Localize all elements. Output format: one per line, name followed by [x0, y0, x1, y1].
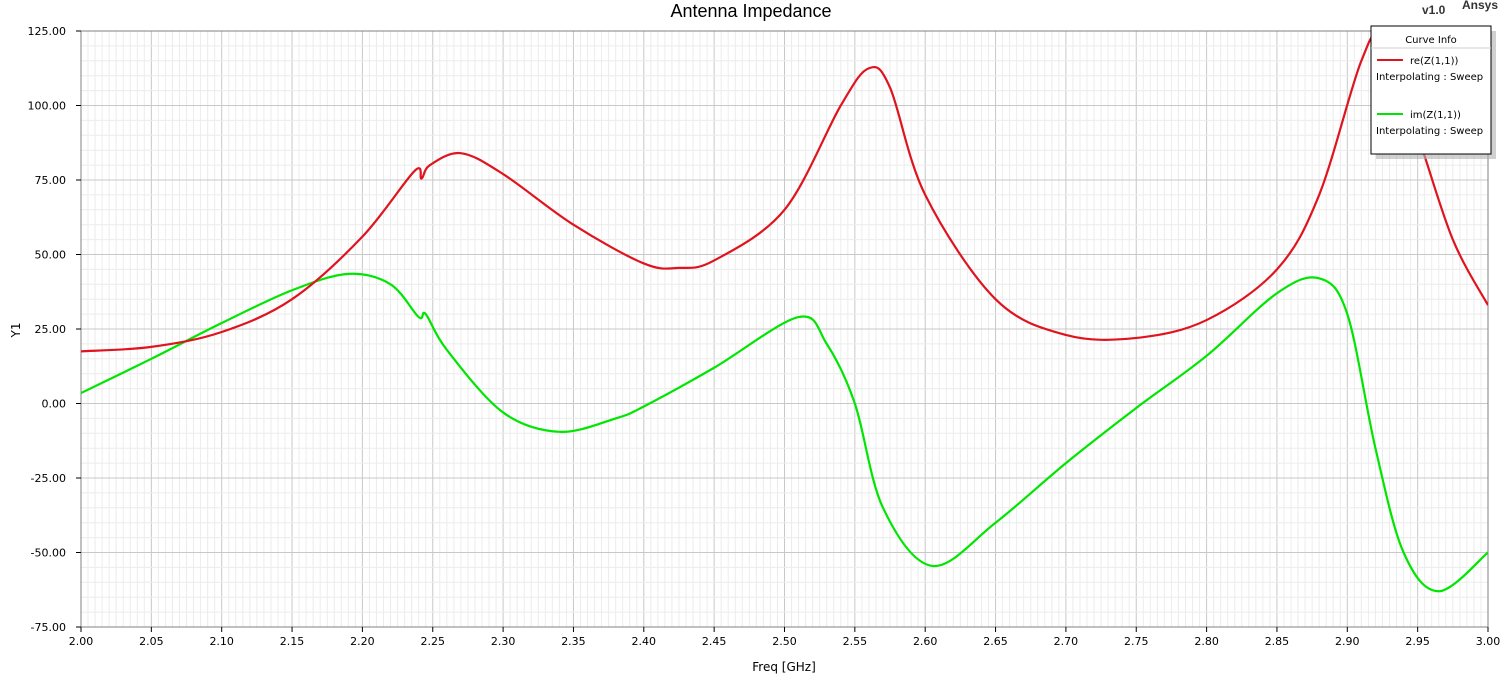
y-tick-label: -75.00: [31, 621, 66, 634]
x-tick-label: 2.20: [350, 635, 375, 648]
x-tick-label: 2.05: [139, 635, 164, 648]
y-tick-label: -25.00: [31, 472, 66, 485]
x-tick-label: 2.95: [1405, 635, 1430, 648]
x-tick-label: 2.60: [913, 635, 938, 648]
legend-entry-re: re(Z(1,1)): [1410, 56, 1459, 67]
y-tick-label: 75.00: [35, 174, 67, 187]
x-tick-label: 2.10: [209, 635, 234, 648]
legend-box: [1370, 25, 1492, 155]
series-line-re-z11: [81, 33, 1488, 353]
legend[interactable]: Curve Info re(Z(1,1)) Interpolating : Sw…: [1370, 25, 1496, 159]
y-tick-label: 50.00: [35, 249, 67, 262]
x-tick-label: 2.40: [632, 635, 657, 648]
x-tick-label: 2.90: [1335, 635, 1360, 648]
series-lines: [81, 33, 1488, 593]
x-tick-label: 2.35: [561, 635, 586, 648]
y-axis-title: Y1: [9, 323, 23, 339]
x-axis-title: Freq [GHz]: [752, 660, 816, 674]
y-tick-label: 0.00: [42, 398, 67, 411]
x-tick-label: 2.15: [280, 635, 305, 648]
version-label: v1.0: [1422, 3, 1446, 17]
legend-title: Curve Info: [1405, 35, 1457, 46]
axes: 2.00 2.05 2.10 2.15 2.20 2.25 2.30 2.35 2.40 2.45…: [28, 25, 1501, 648]
brand-label: Ansys: [1462, 0, 1498, 12]
x-tick-label: 2.85: [1265, 635, 1290, 648]
y-tick-label: 125.00: [28, 25, 67, 38]
x-tick-label: 2.70: [1054, 635, 1079, 648]
x-tick-label: 2.65: [983, 635, 1008, 648]
x-tick-label: 2.80: [1194, 635, 1219, 648]
x-tick-label: 2.45: [702, 635, 727, 648]
x-tick-label: 2.30: [491, 635, 516, 648]
x-tick-label: 3.00: [1476, 635, 1501, 648]
series-line-im-z11: [81, 272, 1488, 593]
x-tick-label: 2.55: [843, 635, 868, 648]
grid: [80, 30, 1489, 628]
x-tick-label: 2.50: [772, 635, 797, 648]
legend-entry-im: im(Z(1,1)): [1410, 110, 1461, 121]
y-tick-label: 100.00: [28, 100, 67, 113]
x-tick-label: 2.75: [1124, 635, 1149, 648]
x-tick-label: 2.25: [421, 635, 446, 648]
legend-detail-im: Interpolating : Sweep: [1376, 126, 1483, 137]
chart-title: Antenna Impedance: [670, 1, 831, 21]
y-tick-label: 25.00: [35, 323, 67, 336]
x-tick-label: 2.00: [69, 635, 94, 648]
legend-detail-re: Interpolating : Sweep: [1376, 72, 1483, 83]
y-tick-label: -50.00: [31, 547, 66, 560]
